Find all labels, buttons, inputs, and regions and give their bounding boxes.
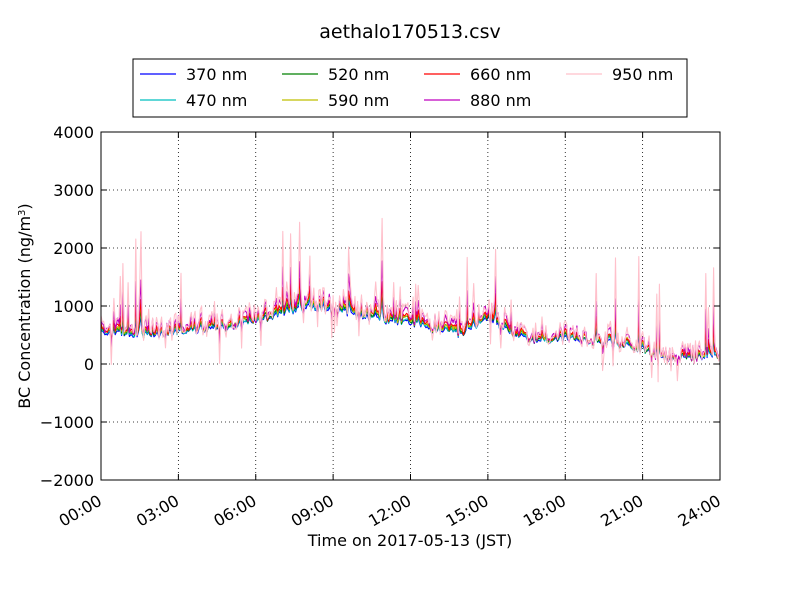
legend-label: 660 nm [470, 65, 531, 84]
y-tick-label: −1000 [40, 413, 94, 432]
y-tick-label: 4000 [53, 123, 94, 142]
legend: 370 nm 470 nm 520 nm 590 nm 660 nm 880 nm 950 … [132, 58, 688, 118]
legend-frame [132, 58, 688, 118]
legend-label: 470 nm [186, 91, 247, 110]
series-line-950-nm [101, 217, 720, 383]
y-tick-label: 2000 [53, 239, 94, 258]
y-axis-label-end: ) [15, 203, 34, 209]
legend-label: 590 nm [328, 91, 389, 110]
y-axis-label-superscript: 3 [17, 210, 28, 216]
x-axis-label: Time on 2017-05-13 (JST) [307, 531, 512, 550]
legend-label: 520 nm [328, 65, 389, 84]
legend-label: 950 nm [612, 65, 673, 84]
legend-label: 880 nm [470, 91, 531, 110]
series-lines [101, 217, 720, 383]
y-axis-label: BC Concentration (ng/m3) [15, 203, 34, 408]
y-tick-label: 1000 [53, 297, 94, 316]
y-tick-label: 3000 [53, 181, 94, 200]
chart-title: aethalo170513.csv [319, 21, 501, 43]
y-tick-label: −2000 [40, 471, 94, 490]
y-tick-label: 0 [84, 355, 94, 374]
y-axis-label-main: BC Concentration (ng/m [15, 216, 34, 409]
legend-label: 370 nm [186, 65, 247, 84]
